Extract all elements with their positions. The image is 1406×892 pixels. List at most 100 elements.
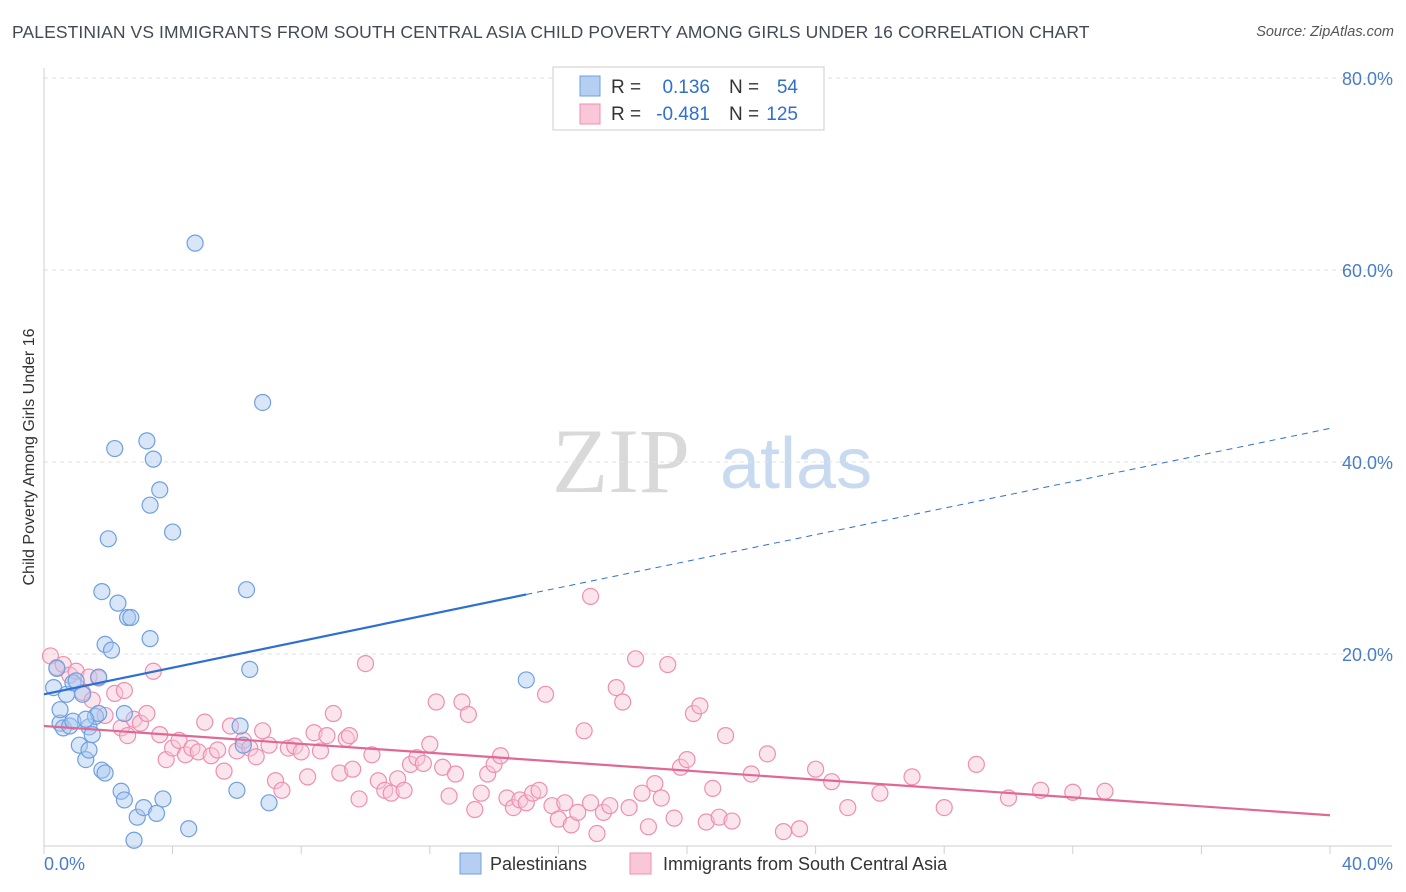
palestinians-point-33	[138, 432, 156, 450]
palestinians-point-50	[517, 671, 535, 689]
legend-n-value-2: 125	[766, 104, 798, 125]
immigrants-point-110	[774, 822, 793, 841]
immigrants-point-46	[331, 764, 349, 782]
immigrants-point-103	[697, 813, 715, 831]
immigrants-point-109	[758, 745, 776, 763]
palestinians-point-27	[115, 791, 133, 809]
immigrants-point-28	[215, 762, 233, 780]
palestinians-point-41	[180, 820, 198, 838]
immigrants-point-67	[466, 800, 484, 819]
immigrants-point-90	[614, 693, 632, 711]
immigrants-point-83	[569, 803, 587, 822]
legend-swatch-immigrants	[579, 103, 601, 125]
palestinians-point-43	[228, 781, 246, 799]
palestinians-point-22	[99, 530, 117, 548]
immigrants-point-56	[395, 781, 413, 799]
y-tick-label-0: 20.0%	[1342, 645, 1393, 665]
immigrants-point-75	[517, 794, 535, 812]
immigrants-point-98	[665, 809, 683, 827]
immigrants-point-60	[421, 735, 439, 753]
immigrants-point-64	[446, 765, 465, 783]
palestinians-point-49	[260, 794, 278, 812]
palestinians-point-11	[77, 750, 95, 769]
immigrants-point-42	[305, 724, 323, 742]
palestinians-point-31	[128, 808, 146, 826]
immigrants-point-33	[247, 748, 265, 766]
legend-r-label-1: R =	[611, 77, 641, 98]
immigrants-point-94	[639, 818, 658, 836]
palestinians-point-2	[51, 701, 69, 719]
legend-r-value-1: 0.136	[662, 77, 710, 98]
bottom-legend-palestinians: Palestinians	[490, 854, 587, 874]
palestinians-point-34	[141, 496, 159, 514]
series-legend: Palestinians Immigrants from South Centr…	[459, 852, 948, 875]
immigrants-point-114	[839, 798, 857, 817]
legend-n-label-1: N =	[729, 77, 759, 98]
immigrants-point-116	[903, 768, 921, 786]
palestinians-point-16	[90, 668, 108, 686]
x-tick-labels: 0.0% 40.0%	[44, 854, 1393, 874]
bottom-legend-swatch-immigrants	[629, 852, 652, 875]
immigrants-point-24	[189, 743, 207, 761]
immigrants-point-52	[369, 772, 387, 790]
immigrants-point-95	[646, 774, 664, 793]
palestinians-point-25	[109, 594, 127, 612]
immigrants-point-41	[299, 768, 317, 786]
immigrants-point-115	[871, 784, 889, 802]
immigrants-point-81	[556, 794, 574, 812]
immigrants-point-87	[594, 803, 613, 822]
palestinians-point-52	[77, 710, 95, 728]
palestinians-point-28	[115, 704, 133, 723]
legend-swatch-palestinians	[579, 75, 601, 97]
immigrants-point-15	[131, 714, 150, 732]
immigrants-point-69	[479, 765, 497, 783]
immigrants-point-43	[311, 742, 330, 760]
trend-lines	[43, 427, 1331, 817]
immigrants-point-35	[260, 736, 278, 754]
legend-r-label-2: R =	[611, 104, 641, 125]
immigrants-point-92	[626, 650, 645, 668]
legend-n-value-1: 54	[777, 77, 799, 98]
immigrants-point-118	[967, 755, 985, 774]
immigrants-point-122	[1096, 782, 1114, 800]
immigrants-point-49	[350, 790, 368, 808]
immigrants-point-13	[118, 726, 137, 745]
palestinians-point-47	[241, 660, 259, 678]
palestinians-point-18	[93, 761, 111, 779]
immigrants-point-25	[196, 713, 214, 731]
palestinians-point-46	[237, 581, 256, 599]
immigrants-point-63	[440, 787, 458, 805]
immigrants-point-37	[273, 781, 291, 799]
palestinians-point-12	[80, 741, 98, 759]
y-tick-label-2: 60.0%	[1342, 261, 1393, 281]
trend-line-palestinians	[43, 593, 527, 696]
palestinians-point-10	[73, 685, 92, 703]
immigrants-point-68	[472, 784, 490, 802]
y-tick-label-3: 80.0%	[1342, 69, 1393, 89]
immigrants-point-59	[414, 754, 432, 773]
palestinians-point-40	[164, 523, 182, 541]
stats-legend: R = 0.136 N = 54 R = -0.481 N = 125	[552, 66, 825, 131]
palestinians-point-37	[147, 804, 166, 822]
immigrants-point-102	[691, 697, 709, 715]
immigrants-point-72	[498, 789, 516, 807]
palestinians-point-48	[254, 393, 272, 412]
immigrants-point-45	[324, 704, 342, 723]
palestinians-point-5	[61, 717, 79, 735]
immigrants-point-71	[491, 747, 510, 765]
legend-r-value-2: -0.481	[656, 104, 710, 125]
palestinians-point-39	[154, 790, 172, 808]
immigrants-point-97	[659, 655, 677, 674]
immigrants-point-88	[601, 797, 619, 815]
immigrants-point-96	[652, 789, 670, 807]
y-tick-labels: 20.0% 40.0% 60.0% 80.0%	[1342, 69, 1393, 665]
series-immigrants-points	[41, 587, 1114, 843]
palestinians-point-19	[96, 764, 114, 782]
bottom-legend-swatch-palestinians	[459, 852, 482, 875]
immigrants-point-89	[607, 678, 625, 697]
immigrants-point-66	[459, 705, 477, 724]
palestinians-point-23	[102, 641, 121, 659]
palestinians-point-44	[231, 717, 249, 735]
immigrants-point-40	[292, 743, 310, 761]
